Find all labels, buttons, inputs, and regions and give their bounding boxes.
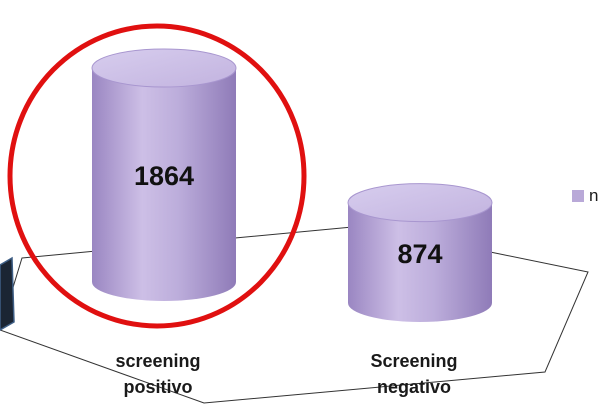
highlight-circle	[7, 23, 307, 329]
category-label-negativo: Screening negativo	[370, 351, 458, 397]
legend: n	[572, 186, 598, 206]
bar-body	[92, 68, 236, 301]
chart-wall-fragment	[0, 256, 15, 331]
data-label: 1864	[134, 161, 194, 191]
bar-top	[91, 48, 237, 88]
category-label-positivo: screening positivo	[115, 351, 201, 397]
legend-label: n	[589, 186, 599, 205]
bar-screening-positivo: 1864	[91, 48, 237, 301]
bar-body	[348, 202, 492, 322]
bar-top	[347, 183, 493, 223]
legend-swatch	[572, 190, 584, 202]
bar-screening-negativo: 874	[347, 183, 493, 322]
data-label: 874	[397, 239, 442, 269]
